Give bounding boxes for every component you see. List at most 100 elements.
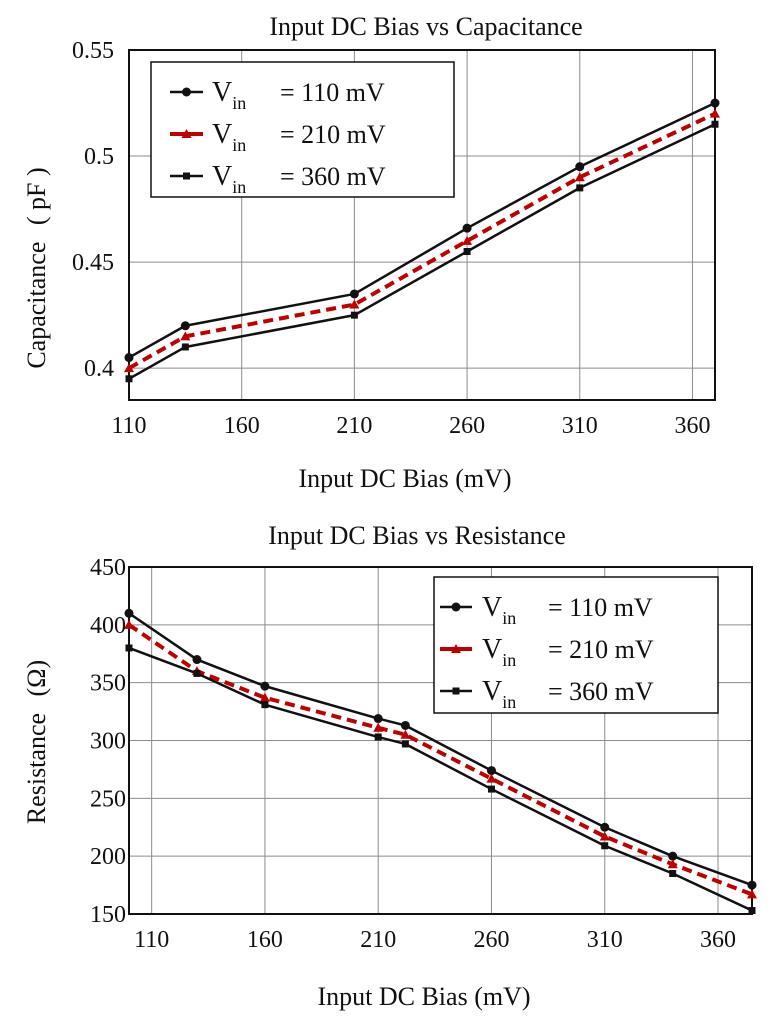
data-point xyxy=(667,859,678,869)
data-point xyxy=(125,644,133,652)
legend-label-subscript: in xyxy=(502,692,516,712)
legend-label-subscript: in xyxy=(502,650,516,670)
data-point xyxy=(260,681,270,691)
y-tick-label: 0.45 xyxy=(72,250,114,276)
data-point xyxy=(124,608,134,618)
series-3 xyxy=(125,120,719,383)
data-point xyxy=(124,353,134,363)
data-point xyxy=(487,785,495,793)
data-point xyxy=(599,831,610,841)
data-point xyxy=(574,172,585,182)
data-point xyxy=(374,733,382,741)
data-point xyxy=(125,375,133,383)
series-line xyxy=(128,111,716,370)
data-point xyxy=(259,692,270,702)
data-point xyxy=(462,235,473,245)
series-2 xyxy=(124,108,720,373)
legend-label: Vin xyxy=(212,77,246,113)
y-axis-label-text: Capacitance xyxy=(22,242,51,369)
chart-title: Input DC Bias vs Resistance xyxy=(268,521,566,550)
legend-marker xyxy=(451,602,461,612)
y-tick-labels: 150 200 250 300 350 400 450 xyxy=(90,555,126,928)
legend-item: Vin = 360 mV xyxy=(440,676,654,712)
series-group xyxy=(124,608,757,915)
x-tick-labels: 110 160 210 260 310 360 xyxy=(111,413,710,439)
series-line xyxy=(128,123,716,380)
legend-label-symbol: V xyxy=(482,592,502,623)
legend-label-symbol: V xyxy=(212,77,232,108)
legend-label-symbol: V xyxy=(482,634,502,665)
x-axis-label: Input DC Bias (mV) xyxy=(298,464,511,493)
legend-marker xyxy=(183,172,190,180)
y-axis-label: Resistance (Ω) xyxy=(22,660,51,824)
y-tick-label: 350 xyxy=(90,671,126,697)
data-point xyxy=(711,120,719,128)
data-point xyxy=(181,343,189,351)
data-point xyxy=(400,729,411,739)
series-line xyxy=(128,101,716,359)
legend-label-value: = 210 mV xyxy=(280,120,386,149)
y-axis-label-text: Resistance xyxy=(22,713,51,824)
x-tick-label: 260 xyxy=(473,927,509,953)
data-point xyxy=(400,720,410,730)
resistance-chart: Input DC Bias vs Resistance 110 160 210 260… xyxy=(22,521,757,1011)
legend-item: Vin = 360 mV xyxy=(170,161,386,197)
x-tick-label: 110 xyxy=(111,413,146,439)
legend-label-subscript: in xyxy=(232,93,246,113)
data-point xyxy=(669,870,677,878)
data-point xyxy=(261,701,269,709)
data-point xyxy=(124,619,134,629)
y-tick-label: 150 xyxy=(90,902,126,928)
x-tick-label: 260 xyxy=(449,413,485,439)
legend-label-symbol: V xyxy=(482,676,502,707)
legend-label-symbol: V xyxy=(212,161,232,192)
data-point xyxy=(748,907,756,915)
data-point xyxy=(576,184,584,192)
legend-marker xyxy=(451,644,461,653)
data-point xyxy=(350,311,358,319)
x-tick-label: 210 xyxy=(336,413,372,439)
data-point xyxy=(486,773,497,783)
legend-label-value: = 360 mV xyxy=(280,162,386,191)
legend-label: Vin xyxy=(482,676,516,712)
data-point xyxy=(192,655,202,665)
plot-frame xyxy=(128,49,716,401)
legend: Vin = 110 mV Vin = 210 mV Vin = 360 mV xyxy=(150,61,455,198)
capacitance-chart: Input DC Bias vs Capacitance 110 160 210 26… xyxy=(22,12,720,493)
legend-marker xyxy=(182,87,191,97)
data-point xyxy=(193,669,201,677)
data-point xyxy=(668,851,678,861)
legend-label-subscript: in xyxy=(232,135,246,155)
legend-label: Vin xyxy=(482,634,516,670)
legend-box xyxy=(150,61,455,198)
data-point xyxy=(462,223,472,233)
series-group xyxy=(124,98,720,383)
legend-label: Vin xyxy=(482,592,516,628)
y-tick-label: 400 xyxy=(90,613,126,639)
data-point xyxy=(463,248,471,256)
data-point xyxy=(373,714,383,724)
y-tick-label: 250 xyxy=(90,786,126,812)
data-point xyxy=(575,162,585,172)
data-point xyxy=(747,880,757,890)
legend-item: Vin = 110 mV xyxy=(170,77,385,113)
data-point xyxy=(486,766,496,776)
legend-label-value: = 210 mV xyxy=(548,635,654,664)
data-point xyxy=(747,889,757,899)
x-tick-label: 310 xyxy=(587,927,623,953)
series-3 xyxy=(125,644,756,915)
legend-label-value: = 110 mV xyxy=(548,593,653,622)
x-tick-label: 160 xyxy=(224,413,260,439)
x-tick-label: 310 xyxy=(562,413,598,439)
legend-item: Vin = 210 mV xyxy=(170,119,386,155)
data-point xyxy=(180,321,190,331)
x-tick-label: 210 xyxy=(360,927,396,953)
y-tick-labels: 0.4 0.45 0.5 0.55 xyxy=(72,38,114,382)
data-point xyxy=(401,740,409,748)
legend-box xyxy=(433,576,719,714)
data-point xyxy=(349,299,360,309)
x-axis-label: Input DC Bias (mV) xyxy=(317,982,530,1011)
data-point xyxy=(180,331,191,341)
data-point xyxy=(124,363,134,373)
